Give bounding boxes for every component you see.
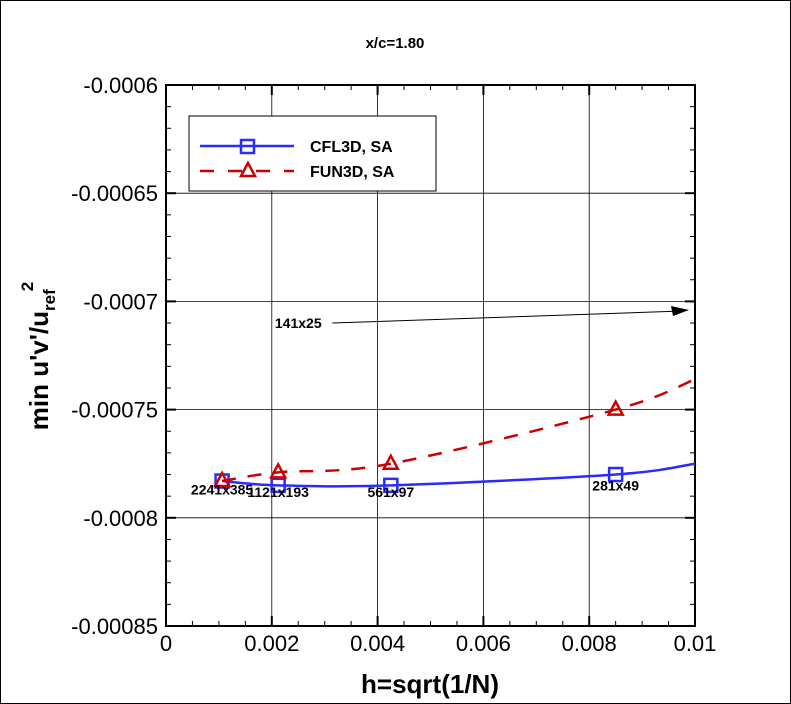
legend-square-marker-icon <box>239 138 256 155</box>
grid-size-label: 2241x385 <box>191 482 254 498</box>
y-label-main: min u'v'/u <box>24 311 54 430</box>
chart-title: x/c=1.80 <box>366 35 425 52</box>
triangle-marker <box>381 453 400 470</box>
grid-size-label: 141x25 <box>275 315 322 331</box>
x-tick-label: 0.006 <box>456 631 511 656</box>
y-tick-label: -0.00085 <box>71 614 158 639</box>
x-tick-label: 0.004 <box>350 631 405 656</box>
x-tick-label: 0 <box>160 631 172 656</box>
triangle-marker <box>269 461 288 479</box>
legend-box <box>188 115 437 192</box>
x-tick-label: 0.008 <box>562 631 617 656</box>
y-tick-label: -0.00065 <box>71 181 158 206</box>
series <box>212 378 696 494</box>
y-label-sub: ref <box>40 289 59 311</box>
y-tick-label: -0.0006 <box>83 73 158 98</box>
x-tick-label: 0.01 <box>674 631 717 656</box>
annotation-arrow-line <box>332 310 676 324</box>
series-line-1 <box>221 378 696 483</box>
triangle-marker <box>606 398 625 416</box>
grid-size-label: 1121x193 <box>247 484 309 500</box>
legend-label-fun3d: FUN3D, SA <box>310 164 395 181</box>
x-axis-label: h=sqrt(1/N) <box>361 669 499 699</box>
legend-triangle-marker-icon <box>238 160 258 178</box>
square-marker <box>383 477 399 494</box>
plot-area-border <box>165 84 696 627</box>
series-line-0 <box>221 462 696 488</box>
y-tick-label: -0.00075 <box>71 398 158 423</box>
y-tick-label: -0.0008 <box>83 506 158 531</box>
arrow-head-icon <box>671 306 689 317</box>
square-marker <box>607 466 624 483</box>
square-marker <box>270 477 286 494</box>
y-label-sup: 2 <box>18 282 37 291</box>
grid-size-label: 281x49 <box>592 477 639 493</box>
legend-label-cfl3d: CFL3D, SA <box>310 139 393 156</box>
y-tick-label: -0.0007 <box>83 289 158 314</box>
legend: CFL3D, SA FUN3D, SA <box>188 115 437 192</box>
ticks: 0 0.002 0.004 0.006 0.008 0.01 -0.0006 -0.00065… <box>71 73 716 656</box>
triangle-marker <box>212 470 232 488</box>
grid-size-label: 561x97 <box>367 484 414 500</box>
x-tick-label: 0.002 <box>244 631 299 656</box>
y-axis-label: min u'v'/uref2 <box>18 282 59 430</box>
grid <box>166 85 695 626</box>
